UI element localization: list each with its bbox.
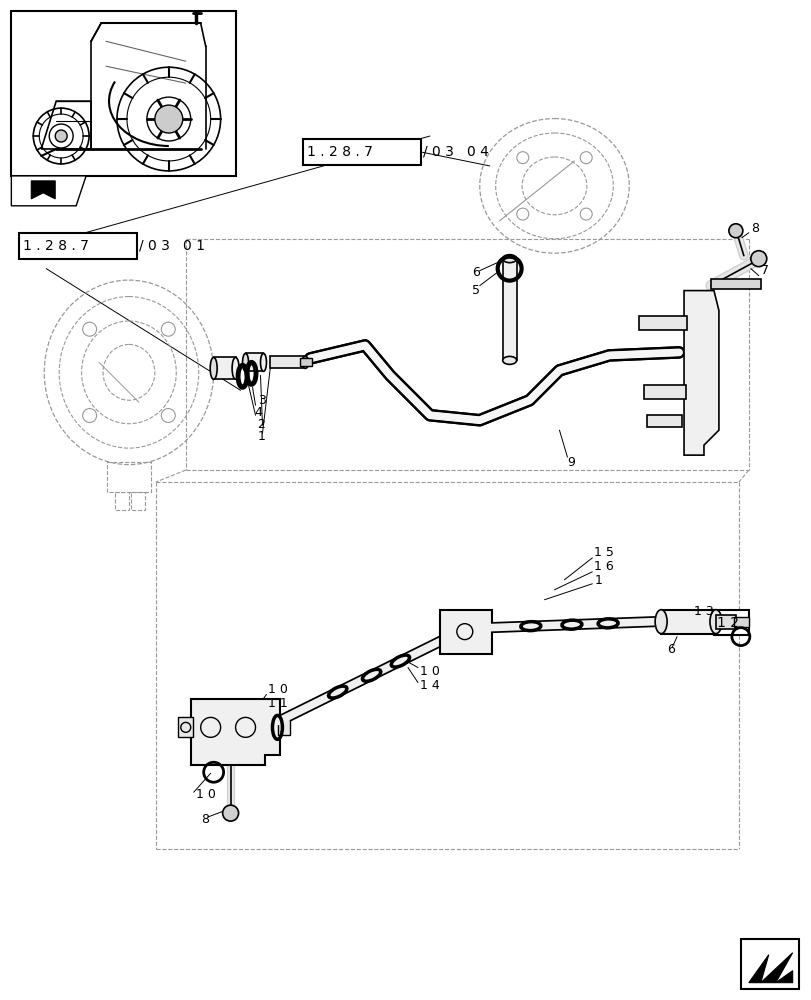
Text: 1 3: 1 3 — [693, 605, 713, 618]
Text: 3: 3 — [258, 394, 266, 407]
Bar — [270, 356, 305, 368]
Bar — [733, 617, 748, 627]
Text: 1: 1 — [594, 574, 602, 587]
Ellipse shape — [502, 356, 516, 364]
Text: 1 6: 1 6 — [594, 560, 613, 573]
Text: 1 4: 1 4 — [419, 679, 440, 692]
Circle shape — [222, 805, 238, 821]
Bar — [440, 610, 491, 654]
Circle shape — [728, 224, 742, 238]
Text: 1 . 2 8 . 7: 1 . 2 8 . 7 — [24, 239, 89, 253]
Text: 4: 4 — [254, 406, 262, 419]
Bar — [715, 615, 735, 629]
Bar — [710, 279, 760, 289]
Text: 9: 9 — [567, 456, 575, 469]
Bar — [11, 11, 235, 176]
Bar — [643, 385, 685, 399]
Text: 6: 6 — [667, 643, 674, 656]
Bar — [638, 316, 686, 330]
Bar — [115, 492, 129, 510]
Ellipse shape — [210, 357, 217, 379]
Bar — [278, 719, 290, 735]
Bar — [19, 233, 137, 259]
Polygon shape — [32, 181, 55, 199]
Ellipse shape — [302, 356, 308, 368]
Bar — [178, 717, 192, 737]
Text: 1 0: 1 0 — [419, 665, 440, 678]
Polygon shape — [191, 699, 280, 765]
Text: 1 0: 1 0 — [195, 788, 216, 801]
Bar — [303, 139, 420, 165]
Polygon shape — [748, 955, 768, 983]
Text: 1 0: 1 0 — [268, 683, 288, 696]
Bar — [740, 939, 798, 989]
Polygon shape — [11, 176, 86, 206]
Text: 8: 8 — [750, 222, 758, 235]
Bar — [107, 462, 151, 492]
Ellipse shape — [232, 357, 238, 379]
Text: 1: 1 — [257, 430, 265, 443]
Ellipse shape — [502, 255, 516, 263]
Text: 5: 5 — [471, 284, 479, 297]
Bar — [213, 357, 235, 379]
Text: 2: 2 — [257, 418, 265, 431]
Text: 8: 8 — [200, 813, 208, 826]
Bar — [131, 492, 144, 510]
Bar — [300, 358, 312, 366]
Ellipse shape — [260, 353, 266, 371]
Bar — [660, 610, 715, 634]
Text: / 0 3   0 1: / 0 3 0 1 — [139, 239, 204, 253]
Text: 1 . 2 8 . 7: 1 . 2 8 . 7 — [307, 145, 373, 159]
Polygon shape — [775, 971, 792, 983]
Bar — [713, 610, 748, 635]
Bar — [502, 259, 516, 360]
Text: / 0 3   0 4: / 0 3 0 4 — [423, 145, 488, 159]
Polygon shape — [683, 291, 718, 455]
Text: 1 2: 1 2 — [716, 616, 738, 630]
Ellipse shape — [242, 353, 248, 371]
Polygon shape — [745, 949, 792, 984]
Text: 1 5: 1 5 — [594, 546, 613, 559]
Ellipse shape — [654, 610, 667, 634]
Polygon shape — [760, 953, 792, 983]
Text: 6: 6 — [471, 266, 479, 279]
Text: 7: 7 — [760, 264, 768, 277]
Bar — [245, 353, 263, 371]
Circle shape — [750, 251, 766, 267]
Bar — [646, 415, 681, 427]
Text: 1 1: 1 1 — [268, 697, 288, 710]
Circle shape — [55, 130, 67, 142]
Ellipse shape — [709, 610, 721, 634]
Circle shape — [155, 105, 182, 133]
